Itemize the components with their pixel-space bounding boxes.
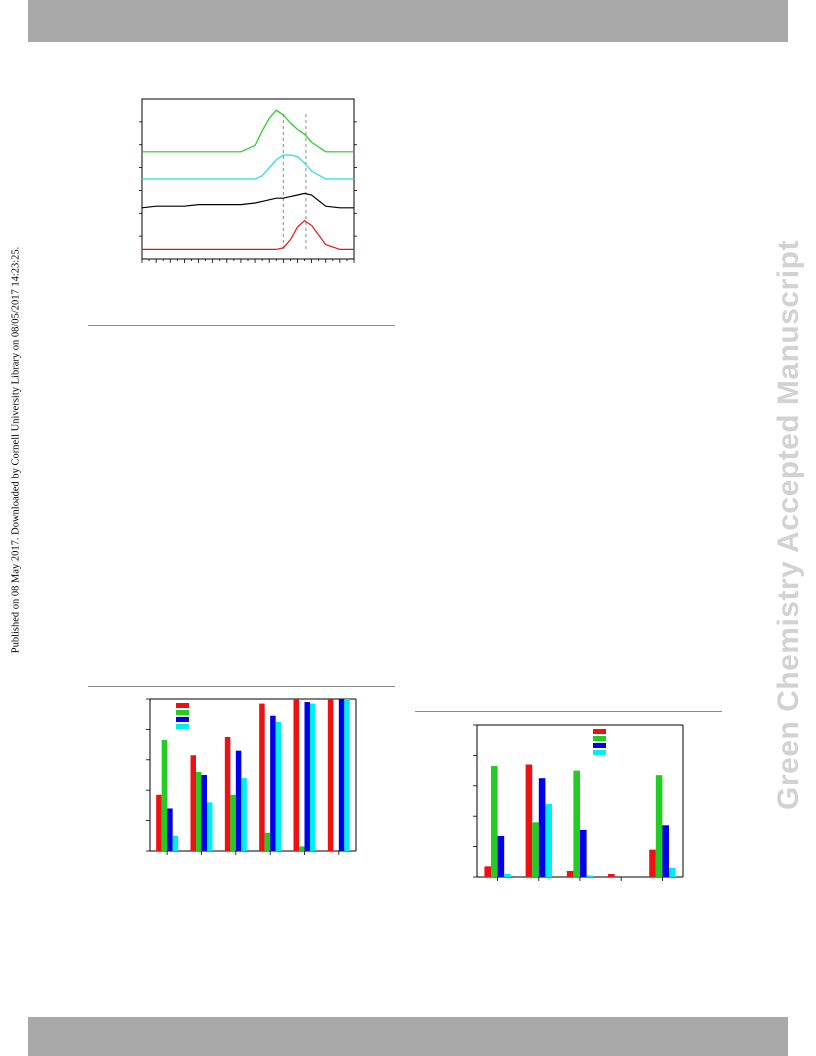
bar [649,849,656,877]
legend-swatch [593,729,606,734]
bar [230,794,236,851]
legend-swatch [176,724,189,729]
bar [344,699,350,851]
series-line-4 [142,219,354,250]
series-line-3 [141,192,354,209]
bar [293,699,300,851]
bar [304,702,310,851]
bar [484,866,492,877]
bar [235,750,242,851]
bar [167,808,173,851]
bar [224,737,231,851]
section-rule-1 [88,325,395,326]
bar [259,703,265,851]
bar [196,771,202,851]
series-line-1 [142,109,354,153]
bar [586,875,594,877]
legend-swatch [176,710,189,715]
section-rule-3 [415,711,722,712]
bar [655,775,663,877]
bar [662,825,669,877]
section-rule-2 [88,686,395,687]
bar [327,699,334,851]
bar [491,766,498,877]
series-line-2 [142,154,354,180]
legend-swatch [593,750,606,755]
legend-swatch [176,717,189,722]
legend-swatch [176,703,189,708]
bar [545,804,552,877]
bar [275,721,282,851]
bar [566,870,574,877]
bar [161,740,168,851]
bar [190,755,197,851]
footer-bar [28,1017,788,1056]
bar [264,832,271,851]
bar [608,873,615,877]
header-bar [28,0,788,42]
bar [241,778,247,851]
bar [299,846,305,851]
bar [504,873,511,877]
bar [580,829,587,877]
legend-swatch [593,743,606,748]
bar [201,775,207,851]
bar [172,835,179,851]
bar [538,778,546,877]
bar [532,822,539,877]
legend-swatch [593,736,606,741]
bar [156,794,162,851]
bar [206,802,213,851]
bar [497,835,505,877]
bar [309,703,316,851]
bar [270,715,276,851]
bar [525,764,533,877]
bar [573,770,580,877]
bar [338,699,345,851]
bar [668,867,676,877]
